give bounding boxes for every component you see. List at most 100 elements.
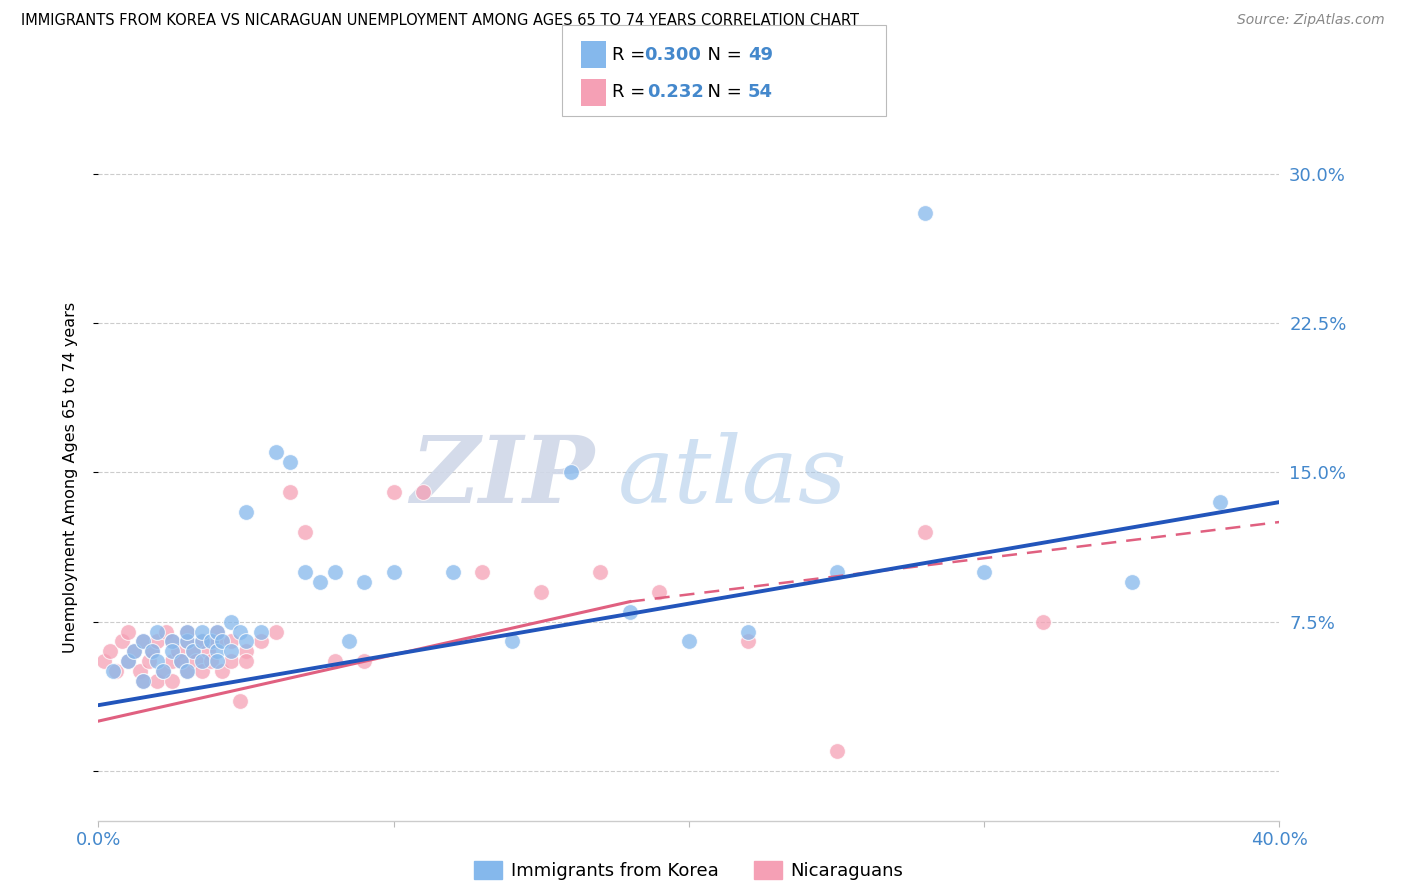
Text: N =: N = — [696, 45, 748, 63]
Point — [501, 634, 523, 648]
Point — [122, 644, 145, 658]
Point — [191, 634, 214, 648]
Point — [294, 524, 316, 539]
Point — [117, 654, 139, 668]
Point — [111, 634, 134, 648]
Point — [181, 644, 204, 658]
Point — [825, 744, 848, 758]
Point — [167, 644, 190, 658]
Point — [441, 565, 464, 579]
Point — [205, 624, 228, 639]
Point — [146, 634, 169, 648]
Point — [323, 565, 346, 579]
Point — [589, 565, 612, 579]
Point — [353, 654, 375, 668]
Point — [205, 654, 228, 668]
Point — [530, 584, 553, 599]
Point — [250, 624, 273, 639]
Point — [678, 634, 700, 648]
Point — [1032, 615, 1054, 629]
Point — [229, 694, 252, 708]
Point — [181, 644, 204, 658]
Point — [205, 634, 228, 648]
Point — [184, 654, 207, 668]
Text: atlas: atlas — [619, 433, 848, 522]
Point — [205, 624, 228, 639]
Point — [162, 634, 183, 648]
Point — [162, 644, 183, 658]
Legend: Immigrants from Korea, Nicaraguans: Immigrants from Korea, Nicaraguans — [467, 854, 911, 888]
Point — [132, 674, 155, 689]
Point — [152, 665, 174, 679]
Point — [219, 654, 242, 668]
Text: R =: R = — [612, 45, 651, 63]
Point — [264, 445, 287, 459]
Point — [162, 654, 183, 668]
Point — [382, 485, 405, 500]
Point — [122, 644, 145, 658]
Text: IMMIGRANTS FROM KOREA VS NICARAGUAN UNEMPLOYMENT AMONG AGES 65 TO 74 YEARS CORRE: IMMIGRANTS FROM KOREA VS NICARAGUAN UNEM… — [21, 13, 859, 29]
Point — [235, 654, 257, 668]
Point — [264, 624, 287, 639]
Point — [278, 485, 302, 500]
Point — [737, 634, 759, 648]
Point — [152, 665, 174, 679]
Point — [205, 644, 228, 658]
Point — [105, 665, 128, 679]
Point — [98, 644, 121, 658]
Point — [170, 654, 193, 668]
Point — [737, 624, 759, 639]
Point — [103, 665, 125, 679]
Point — [219, 644, 242, 658]
Point — [323, 654, 346, 668]
Point — [170, 654, 193, 668]
Point — [235, 505, 257, 519]
Point — [648, 584, 671, 599]
Point — [560, 465, 582, 479]
Text: 0.300: 0.300 — [644, 45, 700, 63]
Point — [619, 605, 641, 619]
Point — [176, 624, 198, 639]
Text: N =: N = — [696, 83, 748, 102]
Text: R =: R = — [612, 83, 657, 102]
Point — [219, 615, 242, 629]
Point — [132, 674, 155, 689]
Text: 49: 49 — [748, 45, 773, 63]
Point — [128, 665, 150, 679]
Point — [471, 565, 494, 579]
Point — [176, 665, 198, 679]
Point — [235, 634, 257, 648]
Point — [211, 665, 233, 679]
Point — [973, 565, 995, 579]
Point — [176, 634, 198, 648]
Point — [132, 634, 155, 648]
Point — [191, 634, 214, 648]
Point — [141, 644, 163, 658]
Point — [211, 634, 233, 648]
Point — [200, 634, 222, 648]
Point — [235, 644, 257, 658]
Point — [146, 654, 169, 668]
Text: 54: 54 — [748, 83, 773, 102]
Point — [294, 565, 316, 579]
Point — [117, 624, 139, 639]
Point — [219, 634, 242, 648]
Point — [132, 634, 155, 648]
Point — [162, 674, 183, 689]
Y-axis label: Unemployment Among Ages 65 to 74 years: Unemployment Among Ages 65 to 74 years — [63, 301, 77, 653]
Point — [191, 624, 214, 639]
Point — [117, 654, 139, 668]
Point — [138, 654, 160, 668]
Point — [200, 654, 222, 668]
Point — [353, 574, 375, 589]
Point — [176, 624, 198, 639]
Point — [250, 634, 273, 648]
Point — [146, 624, 169, 639]
Point — [176, 634, 198, 648]
Point — [309, 574, 332, 589]
Point — [146, 674, 169, 689]
Point — [93, 654, 115, 668]
Point — [162, 634, 183, 648]
Point — [1209, 495, 1232, 509]
Point — [382, 565, 405, 579]
